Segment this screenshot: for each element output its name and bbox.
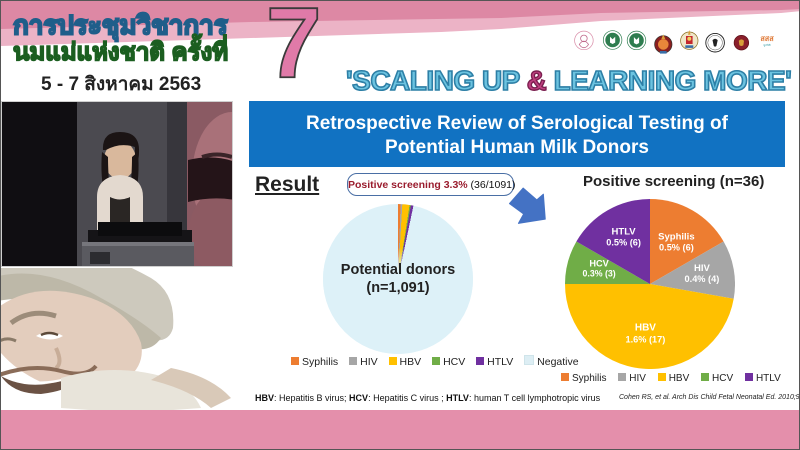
svg-text:Syphilis: Syphilis (658, 231, 694, 242)
svg-text:0.3% (3): 0.3% (3) (582, 268, 615, 278)
svg-text:HCV: HCV (589, 258, 609, 268)
svg-text:HIV: HIV (694, 263, 711, 274)
svg-text:มูลนิธิ: มูลนิธิ (763, 43, 771, 47)
svg-text:0.4% (4): 0.4% (4) (685, 274, 720, 284)
svg-text:สสส: สสส (760, 34, 774, 43)
svg-text:1.6% (17): 1.6% (17) (625, 335, 665, 345)
svg-text:HBV: HBV (635, 323, 656, 334)
svg-text:0.5% (6): 0.5% (6) (659, 242, 694, 252)
svg-text:0.5% (6): 0.5% (6) (606, 237, 641, 247)
svg-text:HTLV: HTLV (612, 226, 637, 237)
